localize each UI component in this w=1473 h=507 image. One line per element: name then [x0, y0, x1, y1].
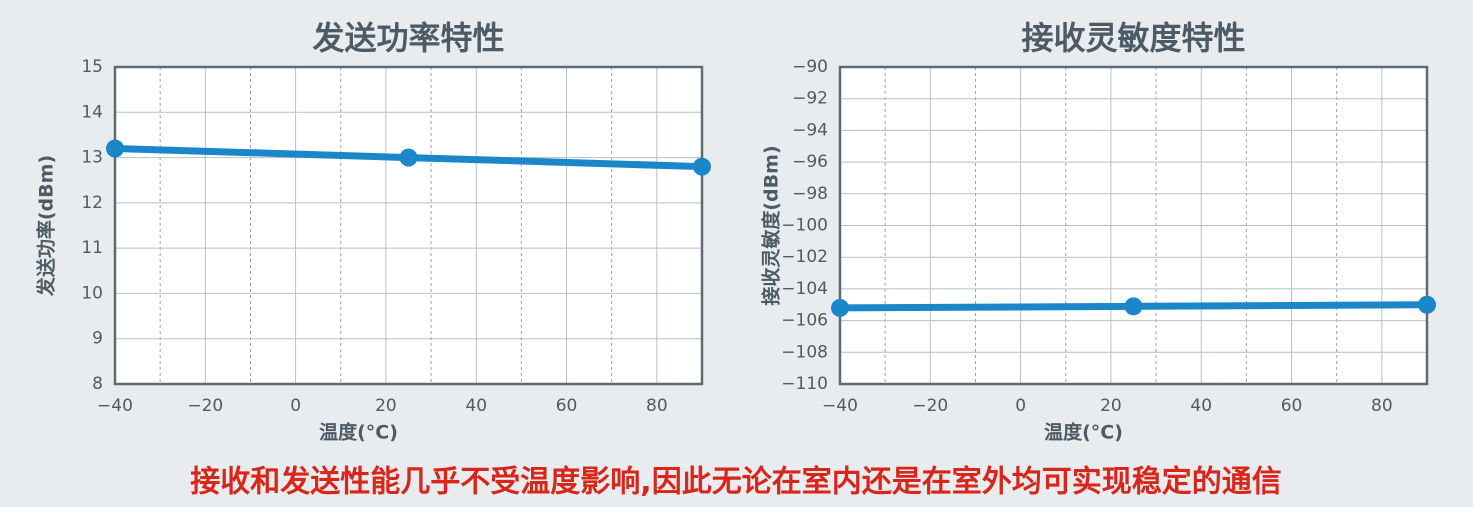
y-tick-label: 15	[81, 57, 103, 77]
chart-title: 发送功率特性	[312, 19, 504, 57]
x-tick-label: 20	[1100, 396, 1122, 416]
y-tick-label: −108	[781, 342, 828, 362]
x-tick-label: −40	[822, 396, 858, 416]
x-tick-label: −20	[912, 396, 948, 416]
x-tick-label: 80	[646, 396, 668, 416]
y-tick-label: −92	[792, 89, 828, 109]
y-axis-label: 接收灵敏度(dBm)	[760, 145, 783, 305]
x-axis-label: 温度(°C)	[1044, 421, 1123, 444]
point	[693, 157, 711, 176]
x-tick-label: 20	[375, 396, 397, 416]
y-axis-label: 发送功率(dBm)	[35, 155, 58, 297]
caption: 接收和发送性能几乎不受温度影响,因此无论在室内还是在室外均可实现稳定的通信	[190, 465, 1281, 500]
y-tick-label: −100	[781, 216, 828, 236]
x-tick-label: −20	[187, 396, 223, 416]
x-tick-label: 80	[1371, 396, 1393, 416]
y-tick-label: 14	[81, 102, 103, 122]
x-tick-label: 40	[465, 396, 487, 416]
plot-frame	[113, 65, 704, 386]
point	[399, 148, 418, 167]
x-tick-label: 0	[1015, 396, 1026, 416]
x-tick-label: 40	[1190, 396, 1212, 416]
point	[106, 139, 124, 158]
y-tick-label: −102	[781, 247, 828, 267]
x-tick-label: 60	[556, 396, 578, 416]
y-tick-label: −98	[792, 184, 828, 204]
x-tick-label: 60	[1281, 396, 1303, 416]
y-tick-label: −90	[792, 57, 828, 77]
x-axis-label: 温度(°C)	[319, 421, 398, 444]
y-tick-label: −110	[781, 374, 828, 394]
point	[831, 298, 849, 317]
y-tick-label: −94	[792, 120, 828, 140]
y-tick-label: 13	[81, 148, 103, 168]
point	[1124, 297, 1143, 316]
y-tick-label: −106	[781, 311, 828, 331]
y-tick-label: −104	[781, 279, 828, 299]
y-tick-label: 8	[92, 374, 103, 394]
y-tick-label: 10	[81, 283, 103, 303]
chart-title: 接收灵敏度特性	[1021, 19, 1245, 57]
x-tick-label: −40	[97, 396, 133, 416]
y-tick-label: 12	[81, 193, 103, 213]
x-tick-label: 0	[290, 396, 301, 416]
y-tick-label: 9	[92, 329, 103, 349]
y-tick-label: 11	[81, 238, 103, 258]
plot-area	[115, 67, 702, 384]
y-tick-label: −96	[792, 152, 828, 172]
point	[1418, 295, 1436, 314]
plot-frame	[838, 65, 1429, 386]
